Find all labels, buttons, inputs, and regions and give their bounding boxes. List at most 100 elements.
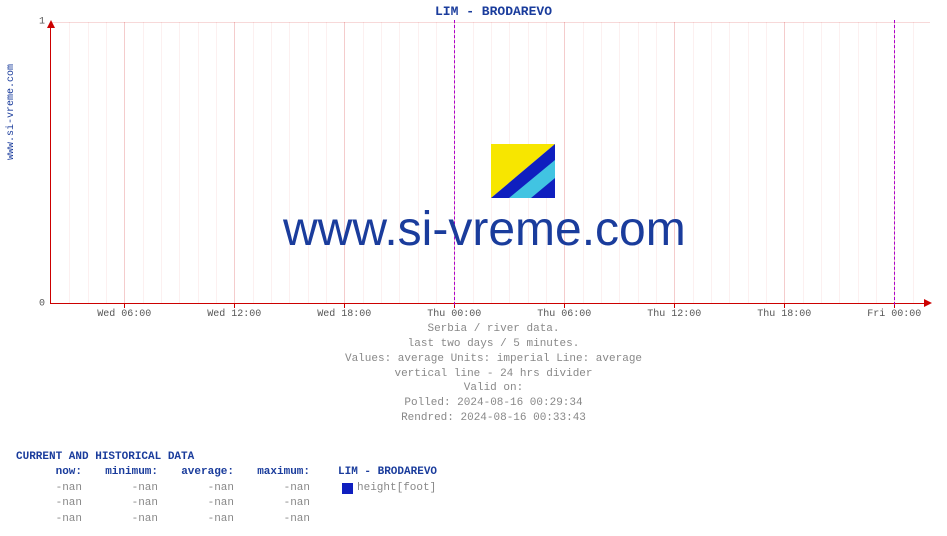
site-vertical-label: www.si-vreme.com: [6, 64, 17, 160]
grid-vertical-minor: [619, 22, 620, 303]
grid-vertical-major: [344, 22, 345, 303]
table-cell: -nan: [244, 512, 320, 527]
grid-vertical-minor: [308, 22, 309, 303]
info-line: last two days / 5 minutes.: [50, 337, 937, 352]
grid-vertical-minor: [326, 22, 327, 303]
series-name: LIM - BRODAREVO: [320, 465, 437, 480]
grid-vertical-minor: [399, 22, 400, 303]
grid-vertical-minor: [289, 22, 290, 303]
x-tick-label: Wed 12:00: [207, 309, 261, 320]
x-tick-label: Fri 00:00: [867, 309, 921, 320]
data-table-heading: CURRENT AND HISTORICAL DATA: [16, 450, 437, 465]
grid-vertical-minor: [69, 22, 70, 303]
grid-vertical-minor: [179, 22, 180, 303]
table-cell: -nan: [16, 481, 92, 496]
grid-vertical-major: [124, 22, 125, 303]
grid-vertical-major: [674, 22, 675, 303]
x-axis-arrow: [924, 299, 932, 307]
table-cell: -nan: [92, 512, 168, 527]
grid-vertical-minor: [876, 22, 877, 303]
info-line: vertical line - 24 hrs divider: [50, 367, 937, 382]
grid-vertical-minor: [436, 22, 437, 303]
info-line: Serbia / river data.: [50, 322, 937, 337]
grid-vertical-minor: [216, 22, 217, 303]
grid-vertical-minor: [803, 22, 804, 303]
table-cell: -nan: [16, 512, 92, 527]
grid-vertical-minor: [711, 22, 712, 303]
x-tick: [124, 303, 125, 308]
grid-vertical-minor: [381, 22, 382, 303]
grid-vertical-minor: [363, 22, 364, 303]
table-cell: -nan: [168, 512, 244, 527]
grid-vertical-minor: [253, 22, 254, 303]
x-tick-label: Thu 06:00: [537, 309, 591, 320]
grid-vertical-minor: [729, 22, 730, 303]
grid-vertical-minor: [106, 22, 107, 303]
x-tick-label: Wed 06:00: [97, 309, 151, 320]
table-row: -nan-nan-nan-nan: [16, 512, 437, 527]
grid-vertical-minor: [839, 22, 840, 303]
table-cell: -nan: [244, 481, 320, 496]
grid-vertical-minor: [638, 22, 639, 303]
series-legend: height[foot]: [320, 481, 436, 496]
x-tick: [784, 303, 785, 308]
y-tick-label: 0: [39, 299, 45, 310]
info-line: Values: average Units: imperial Line: av…: [50, 352, 937, 367]
table-cell: -nan: [168, 496, 244, 511]
info-line: Rendred: 2024-08-16 00:33:43: [50, 411, 937, 426]
grid-vertical-minor: [858, 22, 859, 303]
grid-vertical-minor: [88, 22, 89, 303]
table-header-row: now:minimum:average:maximum:LIM - BRODAR…: [16, 465, 437, 480]
y-tick-label: 1: [39, 17, 45, 28]
grid-vertical-minor: [913, 22, 914, 303]
info-line: Polled: 2024-08-16 00:29:34: [50, 396, 937, 411]
x-tick-label: Thu 12:00: [647, 309, 701, 320]
table-row: -nan-nan-nan-nanheight[foot]: [16, 481, 437, 496]
grid-vertical-minor: [161, 22, 162, 303]
watermark-logo: [491, 144, 555, 198]
x-tick: [344, 303, 345, 308]
x-tick: [564, 303, 565, 308]
grid-vertical-minor: [693, 22, 694, 303]
grid-vertical-major: [234, 22, 235, 303]
table-cell: -nan: [168, 481, 244, 496]
grid-vertical-major: [784, 22, 785, 303]
table-cell: -nan: [244, 496, 320, 511]
table-row: -nan-nan-nan-nan: [16, 496, 437, 511]
chart-title: LIM - BRODAREVO: [50, 4, 937, 19]
x-tick-label: Wed 18:00: [317, 309, 371, 320]
table-cell: -nan: [16, 496, 92, 511]
x-tick: [234, 303, 235, 308]
grid-vertical-minor: [473, 22, 474, 303]
divider-24h: [894, 20, 895, 305]
legend-swatch: [342, 483, 353, 494]
chart-info-block: Serbia / river data.last two days / 5 mi…: [50, 322, 937, 426]
chart-container: www.si-vreme.com LIM - BRODAREVO 01Wed 0…: [0, 0, 947, 536]
table-cell: -nan: [92, 496, 168, 511]
plot-area: 01Wed 06:00Wed 12:00Wed 18:00Thu 00:00Th…: [50, 22, 930, 304]
x-tick: [674, 303, 675, 308]
grid-vertical-minor: [143, 22, 144, 303]
grid-vertical-minor: [198, 22, 199, 303]
data-table: CURRENT AND HISTORICAL DATA now:minimum:…: [16, 450, 437, 527]
grid-vertical-minor: [748, 22, 749, 303]
table-column-header: minimum:: [92, 465, 168, 480]
watermark-text: www.si-vreme.com: [283, 202, 686, 257]
table-column-header: average:: [168, 465, 244, 480]
x-tick-label: Thu 18:00: [757, 309, 811, 320]
grid-vertical-minor: [583, 22, 584, 303]
grid-vertical-minor: [418, 22, 419, 303]
grid-vertical-minor: [656, 22, 657, 303]
grid-vertical-minor: [821, 22, 822, 303]
grid-vertical-major: [564, 22, 565, 303]
table-column-header: maximum:: [244, 465, 320, 480]
legend-label: height[foot]: [357, 481, 436, 496]
table-cell: -nan: [92, 481, 168, 496]
table-column-header: now:: [16, 465, 92, 480]
info-line: Valid on:: [50, 381, 937, 396]
grid-vertical-minor: [271, 22, 272, 303]
grid-vertical-minor: [766, 22, 767, 303]
grid-vertical-minor: [601, 22, 602, 303]
x-tick-label: Thu 00:00: [427, 309, 481, 320]
divider-24h: [454, 20, 455, 305]
